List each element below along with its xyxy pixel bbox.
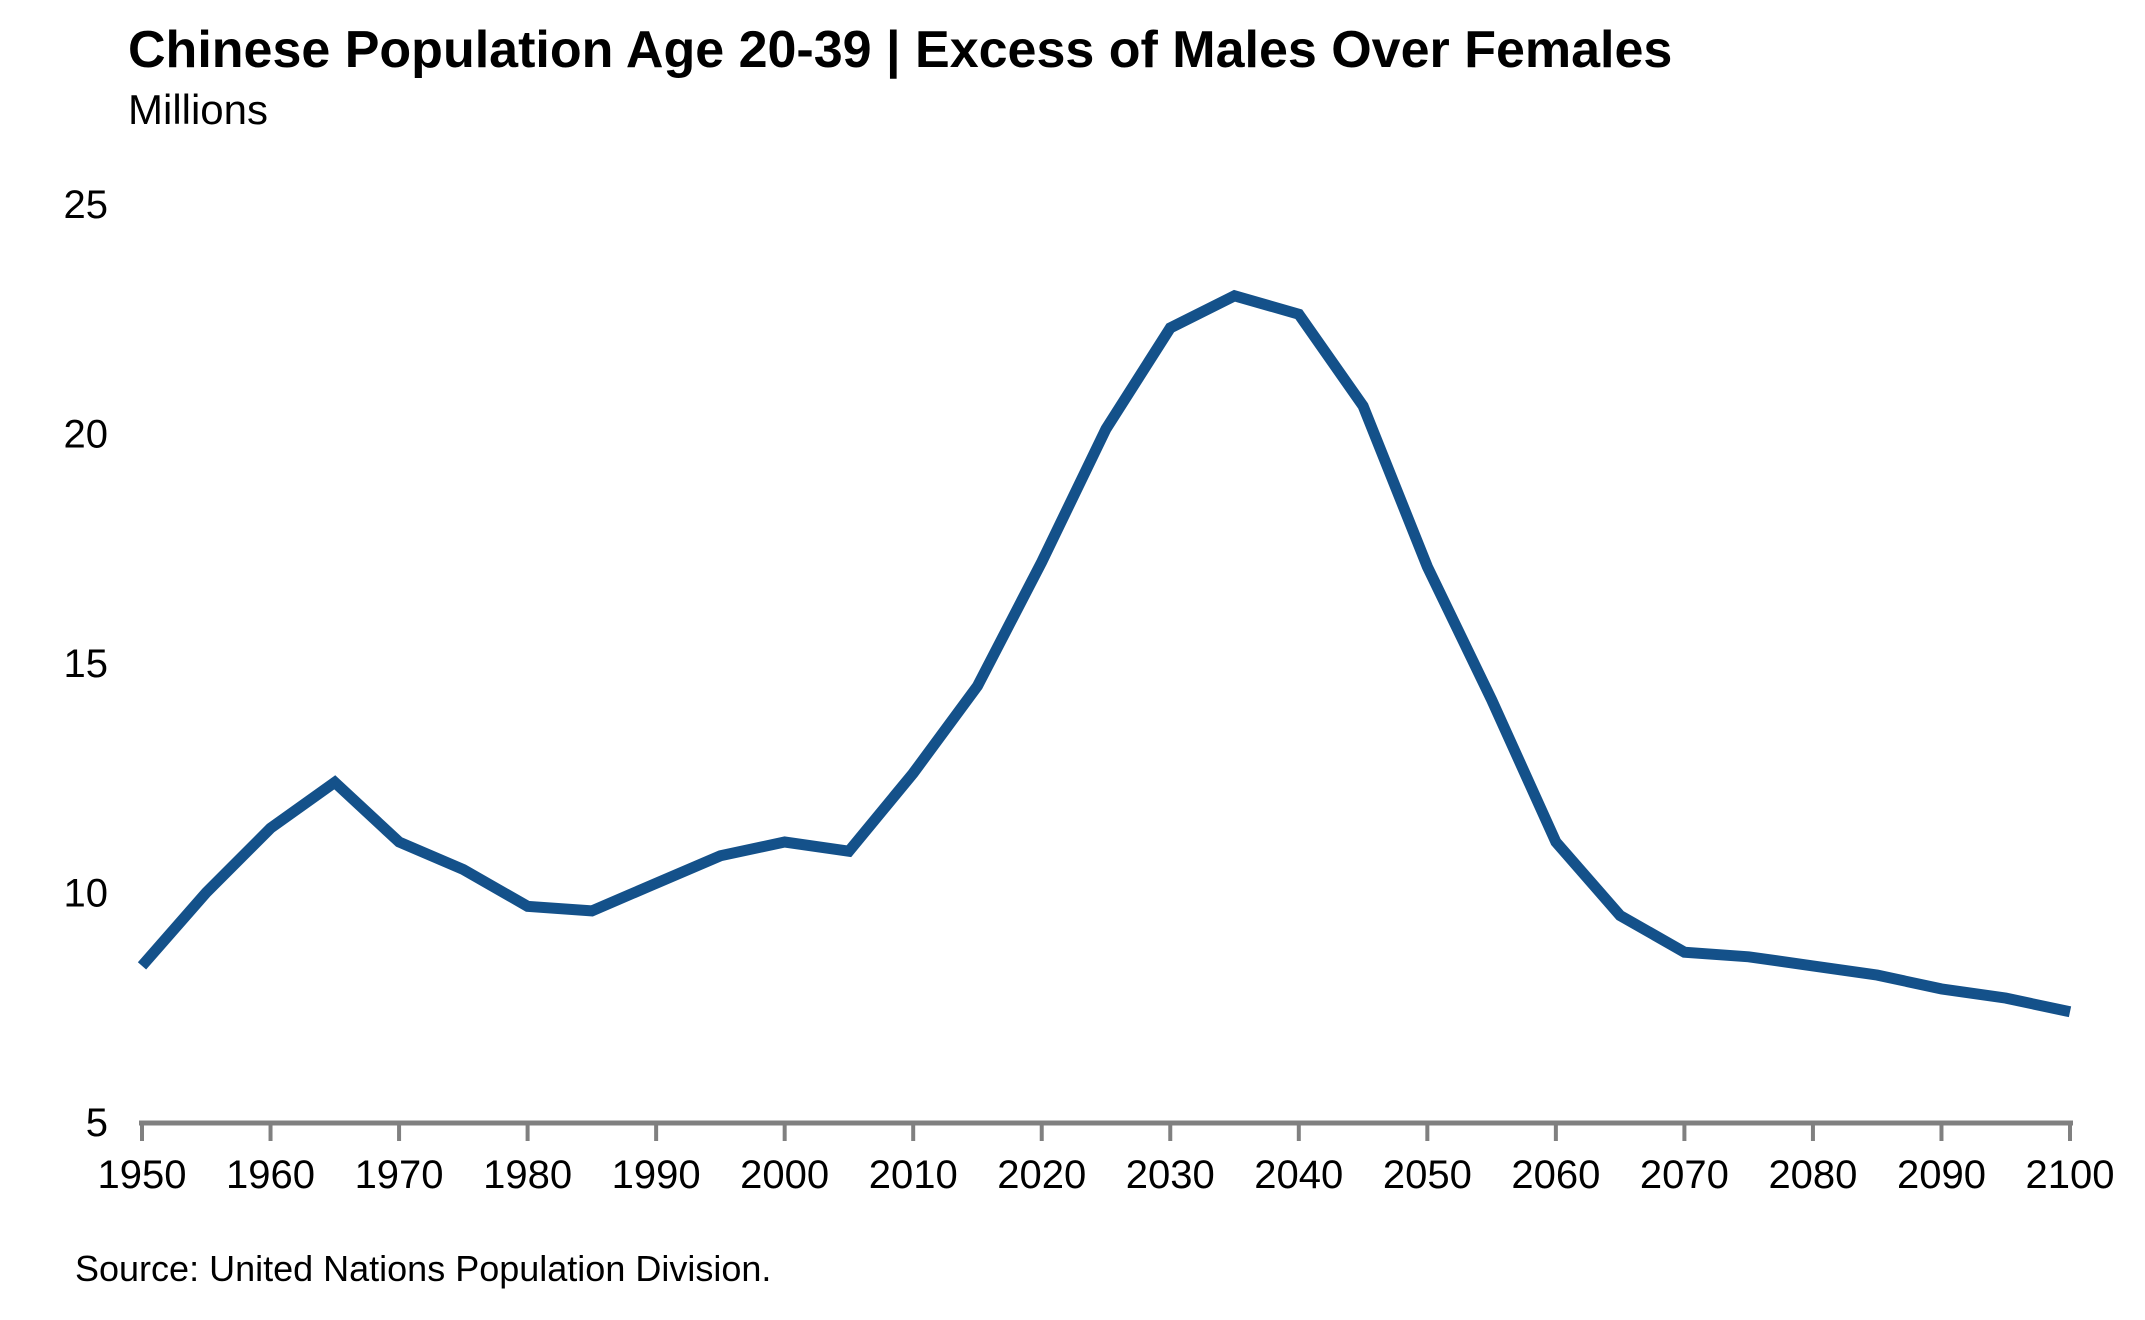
source-note: Source: United Nations Population Divisi…: [75, 1248, 772, 1289]
y-axis-label: 15: [64, 642, 109, 686]
x-axis-label: 2090: [1897, 1153, 1986, 1197]
x-axis-label: 1960: [226, 1153, 315, 1197]
y-axis-label: 20: [64, 413, 109, 457]
x-axis-label: 2030: [1126, 1153, 1215, 1197]
x-axis-label: 2010: [869, 1153, 958, 1197]
x-axis-label: 2100: [2026, 1153, 2115, 1197]
x-axis-label: 2000: [740, 1153, 829, 1197]
y-axis-label: 25: [64, 183, 109, 227]
x-axis-label: 1950: [98, 1153, 187, 1197]
x-axis-label: 2040: [1254, 1153, 1343, 1197]
y-axis-label: 5: [86, 1101, 108, 1145]
chart-subtitle: Millions: [128, 86, 269, 133]
chart-title: Chinese Population Age 20-39 | Excess of…: [128, 21, 1673, 79]
x-axis-label: 2050: [1383, 1153, 1472, 1197]
x-axis-label: 1990: [612, 1153, 701, 1197]
x-axis-label: 2020: [997, 1153, 1086, 1197]
data-line: [137, 289, 2072, 1018]
x-axis-label: 2080: [1768, 1153, 1857, 1197]
x-axis-label: 1980: [483, 1153, 572, 1197]
x-axis-label: 2060: [1511, 1153, 1600, 1197]
x-axis-label: 2070: [1640, 1153, 1729, 1197]
x-axis-label: 1970: [355, 1153, 444, 1197]
y-axis-label: 10: [64, 872, 109, 916]
